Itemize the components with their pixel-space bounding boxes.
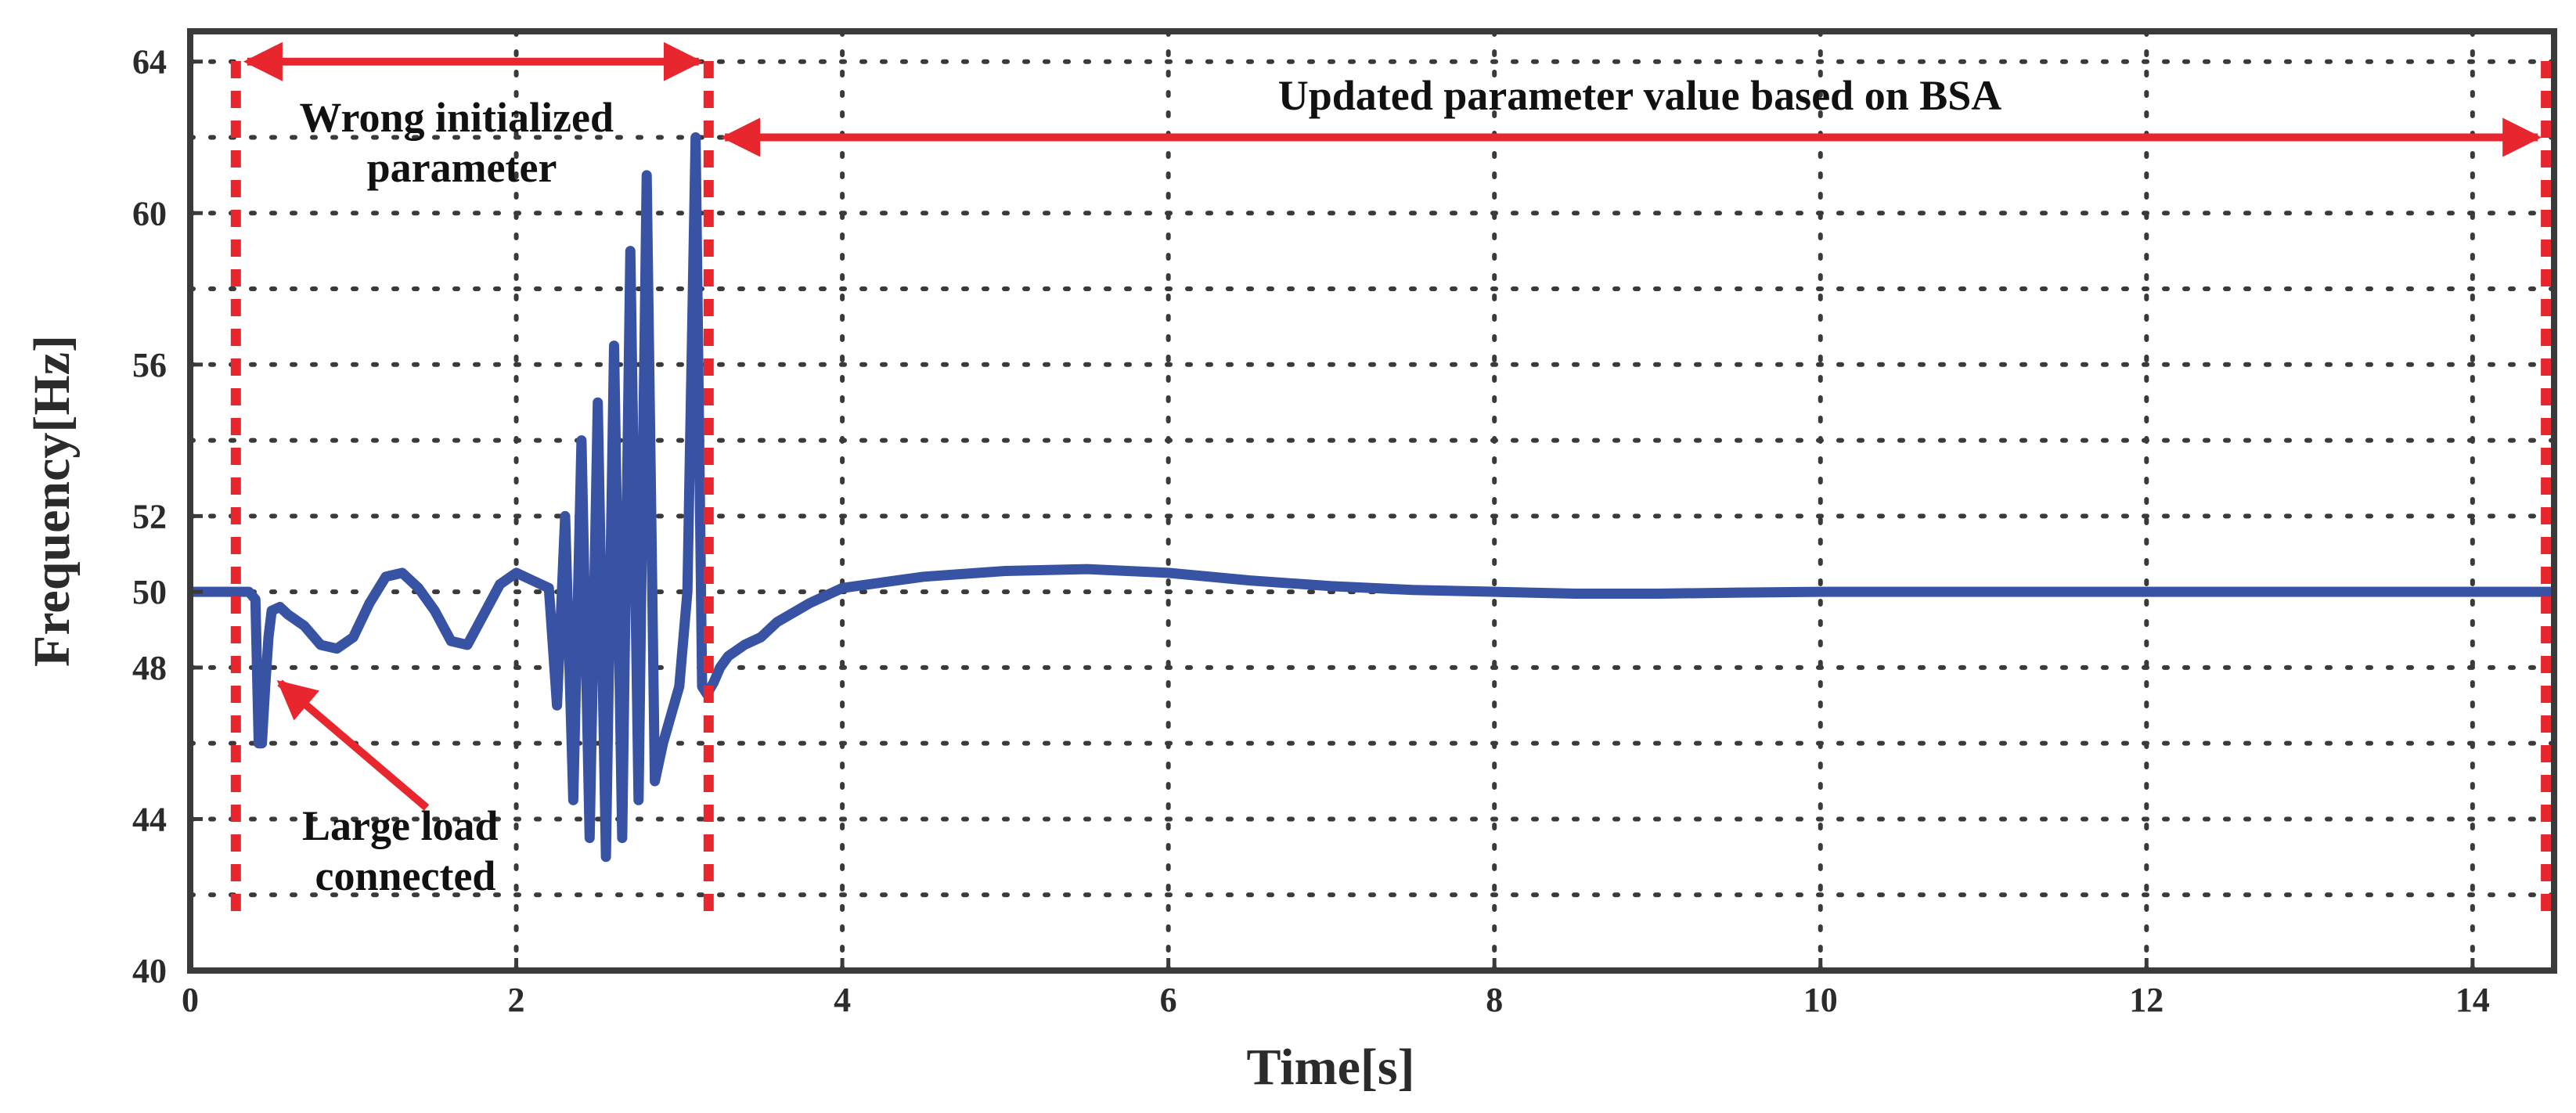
x-tick-label: 12 [2129,981,2163,1019]
x-tick-label: 4 [834,981,851,1019]
annotation-load-line-2: connected [315,852,496,899]
y-tick-label: 56 [132,346,167,384]
x-tick-label: 14 [2455,981,2490,1019]
series-line [190,132,2554,863]
y-tick-label: 52 [132,497,167,535]
annotation-wrong-initialized: Wrong initialized parameter [299,94,624,191]
x-axis-label: Time[s] [1246,1039,1414,1096]
annotation-large-load: Large load connected [302,802,509,899]
x-tick-label: 2 [508,981,525,1019]
tick-labels: 0 2 4 6 8 10 12 14 40 44 48 50 52 56 60 64 [132,43,2490,1019]
annotation-wrong-line-1: Wrong initialized [299,94,614,141]
y-tick-label: 40 [132,952,167,990]
series-group [190,132,2554,863]
x-tick-label: 8 [1486,981,1503,1019]
pointer-arrow-large-load [276,679,430,811]
x-tick-label: 10 [1803,981,1838,1019]
annotation-updated-bsa: Updated parameter value based on BSA [1278,72,2002,119]
y-tick-label: 50 [132,573,167,611]
y-tick-label: 60 [132,194,167,232]
y-axis-label: Frequency[Hz] [23,335,81,667]
y-tick-label: 48 [132,649,167,687]
y-tick-label: 64 [132,43,167,81]
plot-frame [187,28,2557,974]
x-tick-label: 6 [1160,981,1177,1019]
annotation-markers [230,41,2552,914]
annotation-load-line-1: Large load [302,802,499,849]
y-tick-label: 44 [132,800,167,838]
x-tick-label: 0 [182,981,199,1019]
annotation-wrong-line-2: parameter [367,144,557,191]
